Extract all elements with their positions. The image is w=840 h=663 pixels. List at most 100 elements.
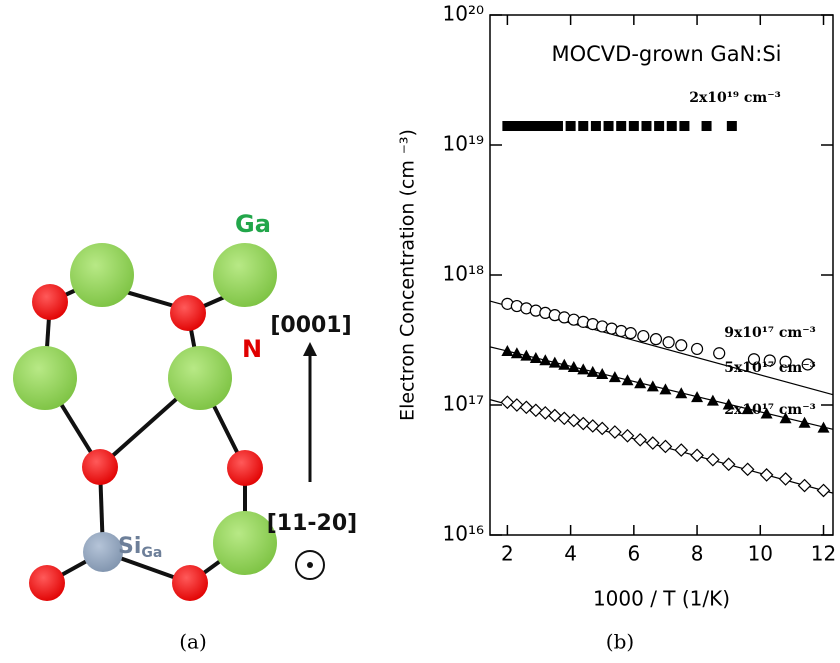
data-point: [621, 374, 634, 386]
si-subscript: Ga: [141, 545, 162, 561]
data-point: [577, 363, 590, 375]
y-tick-label: 10¹⁷: [443, 392, 484, 416]
data-point: [586, 365, 599, 377]
y-axis-label: Electron Concentration (cm ⁻³): [397, 129, 419, 421]
data-point: [759, 468, 774, 482]
data-point: [658, 439, 673, 454]
data-point: [576, 416, 591, 431]
data-point: [529, 351, 542, 363]
data-point: [502, 121, 513, 132]
arrow-head: [303, 342, 317, 356]
data-point: [634, 377, 647, 389]
si-atom: [83, 532, 123, 572]
series-label: 9x10¹⁷ cm⁻³: [724, 325, 816, 341]
data-point: [590, 121, 601, 132]
data-point: [779, 412, 792, 424]
data-point: [674, 443, 689, 457]
data-point: [817, 421, 830, 433]
data-point: [690, 448, 704, 463]
data-point: [747, 353, 761, 366]
n-atom: [29, 565, 65, 601]
x-tick-label: 2: [501, 542, 514, 566]
ga-label: Ga: [235, 210, 271, 238]
data-point: [527, 121, 538, 132]
data-point: [620, 428, 635, 443]
data-point: [645, 436, 660, 450]
data-point: [624, 327, 637, 340]
data-point: [713, 347, 726, 360]
data-point: [578, 121, 589, 132]
si-text: Si: [118, 534, 141, 559]
chart: 2 4 6 8 10 12 10¹⁶ 10¹⁷ 10¹⁸ 10¹⁹ 10²⁰ 1000 / T (1/…: [397, 2, 837, 611]
data-point: [760, 407, 773, 419]
data-point: [521, 121, 532, 132]
data-point: [801, 358, 814, 371]
ga-atom: [168, 346, 232, 410]
si-label: SiGa: [118, 534, 162, 561]
data-point: [706, 394, 719, 406]
series-label: 2x10¹⁹ cm⁻³: [689, 90, 781, 106]
data-point: [585, 419, 600, 433]
data-point: [528, 403, 543, 418]
series-label: 2x10¹⁷ cm⁻³: [724, 402, 816, 418]
direction-label: [11-20]: [267, 511, 357, 536]
data-point: [552, 121, 563, 132]
data-point: [740, 462, 755, 477]
data-point: [779, 355, 792, 368]
x-tick-label: 10: [748, 542, 773, 566]
ga-atom: [13, 346, 77, 410]
data-point: [596, 368, 609, 380]
data-point: [690, 342, 704, 356]
data-point: [633, 432, 648, 447]
data-point: [646, 380, 659, 392]
x-tick-label: 12: [811, 542, 836, 566]
data-point: [706, 452, 720, 467]
data-point: [659, 383, 672, 395]
chart-title: MOCVD-grown GaN:Si: [551, 42, 781, 66]
data-point: [641, 121, 652, 132]
ga-atom: [213, 511, 277, 575]
data-point: [567, 361, 580, 373]
data-point: [721, 457, 736, 472]
y-tick-label: 10¹⁶: [443, 522, 484, 546]
n-atom: [227, 450, 263, 486]
data-point: [510, 347, 523, 359]
data-point: [798, 416, 811, 428]
n-atom: [32, 284, 68, 320]
n-atom: [170, 295, 206, 331]
data-point: [548, 356, 561, 368]
data-point: [557, 411, 572, 426]
data-point: [543, 121, 554, 132]
data-point: [662, 336, 675, 349]
data-point: [510, 398, 524, 412]
ga-atom: [70, 243, 134, 307]
data-point: [649, 333, 663, 346]
y-tick-label: 10²⁰: [443, 2, 484, 26]
out-of-plane-dot: [307, 562, 313, 568]
data-point: [515, 121, 526, 132]
data-point: [565, 121, 576, 132]
data-point: [726, 121, 737, 132]
data-point: [595, 421, 610, 436]
data-point: [679, 121, 690, 132]
data-point: [608, 371, 621, 383]
data-point: [519, 400, 534, 415]
data-point: [763, 354, 776, 367]
plot-frame: [489, 14, 834, 536]
x-tick-label: 8: [691, 542, 704, 566]
out-of-plane-symbol: [295, 550, 325, 580]
data-point: [741, 403, 754, 415]
x-tick-label: 4: [564, 542, 577, 566]
crystal-diagram: Ga N SiGa [0001] [11-20]: [13, 210, 357, 601]
n-atom: [172, 565, 208, 601]
data-point: [675, 387, 688, 399]
data-point: [701, 121, 712, 132]
data-point: [603, 121, 614, 132]
data-point: [797, 478, 812, 493]
data-point: [637, 329, 650, 343]
y-tick-label: 10¹⁸: [443, 262, 484, 286]
n-atom: [82, 449, 118, 485]
data-point: [539, 354, 552, 366]
data-point: [616, 121, 627, 132]
caption: (b): [606, 630, 634, 654]
